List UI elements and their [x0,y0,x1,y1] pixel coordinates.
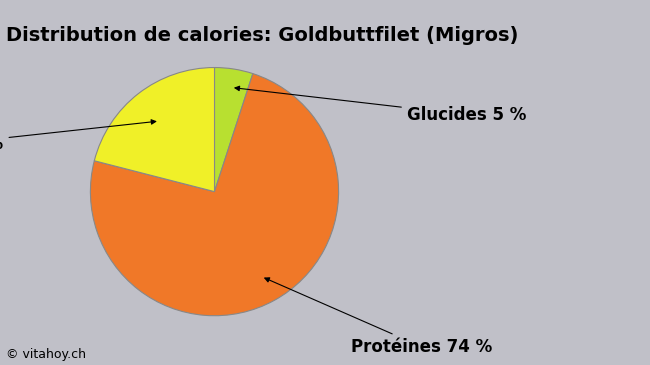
Wedge shape [94,68,214,192]
Text: Glucides 5 %: Glucides 5 % [235,86,526,124]
Wedge shape [214,68,253,192]
Text: © vitahoy.ch: © vitahoy.ch [6,348,86,361]
Text: Lipides 21 %: Lipides 21 % [0,120,156,153]
Text: Distribution de calories: Goldbuttfilet (Migros): Distribution de calories: Goldbuttfilet … [6,26,519,45]
Text: Protéines 74 %: Protéines 74 % [265,278,492,356]
Wedge shape [90,74,339,316]
